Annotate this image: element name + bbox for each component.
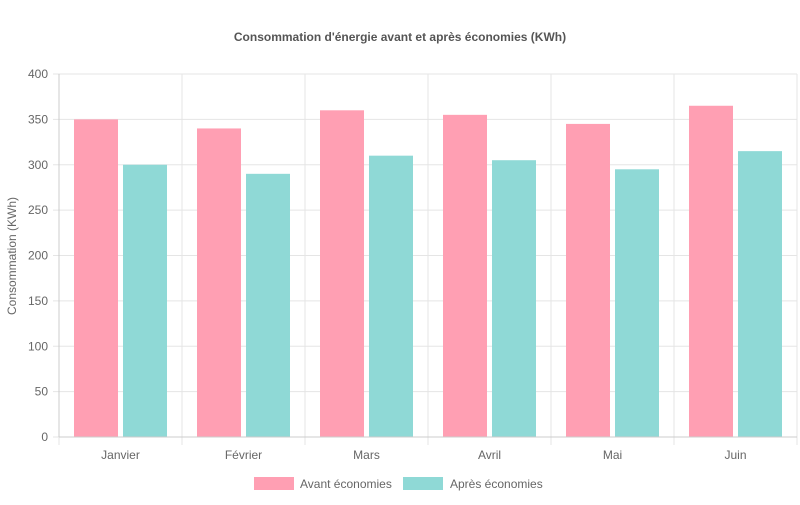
bar-avant-2[interactable]	[320, 110, 364, 438]
bar-apres-4[interactable]	[615, 169, 659, 437]
y-axis-label: Consommation (KWh)	[5, 197, 19, 315]
bar-apres-2[interactable]	[369, 155, 413, 438]
x-tick-label: Avril	[478, 448, 501, 462]
bar-apres-0[interactable]	[123, 164, 167, 437]
bar-avant-0[interactable]	[74, 119, 118, 437]
y-tick-label: 250	[28, 203, 48, 217]
y-tick-label: 100	[28, 339, 48, 353]
bar-apres-5[interactable]	[738, 151, 782, 437]
legend-swatch	[403, 477, 443, 490]
legend-item-avant[interactable]: Avant économies	[254, 477, 392, 491]
bar-avant-5[interactable]	[689, 105, 733, 437]
y-tick-label: 150	[28, 294, 48, 308]
legend[interactable]: Avant économies Après économies	[254, 477, 543, 491]
bar-apres-1[interactable]	[246, 173, 290, 437]
axes	[53, 73, 797, 438]
y-tick-label: 50	[35, 385, 49, 399]
x-tick-label: Mars	[353, 448, 380, 462]
bar-avant-4[interactable]	[566, 123, 610, 437]
x-tick-label: Février	[225, 448, 262, 462]
y-tick-label: 0	[41, 430, 48, 444]
x-tick-label: Juin	[724, 448, 746, 462]
chart-title: Consommation d'énergie avant et après éc…	[234, 30, 566, 44]
legend-label: Avant économies	[300, 477, 392, 491]
y-tick-label: 400	[28, 67, 48, 81]
tick-labels: 0 50 100 150 200 250 300 350 400 Janvier Février Ma…	[28, 67, 747, 462]
legend-item-apres[interactable]: Après économies	[403, 477, 543, 491]
bar-avant-1[interactable]	[197, 128, 241, 437]
x-tick-label: Mai	[603, 448, 622, 462]
bar-apres-3[interactable]	[492, 160, 536, 437]
legend-label: Après économies	[450, 477, 543, 491]
grid-lines	[58, 73, 798, 445]
bars	[74, 105, 782, 438]
y-tick-label: 200	[28, 249, 48, 263]
x-tick-label: Janvier	[101, 448, 140, 462]
y-tick-label: 300	[28, 158, 48, 172]
legend-swatch	[254, 477, 294, 490]
y-tick-label: 350	[28, 112, 48, 126]
bar-avant-3[interactable]	[443, 114, 487, 438]
